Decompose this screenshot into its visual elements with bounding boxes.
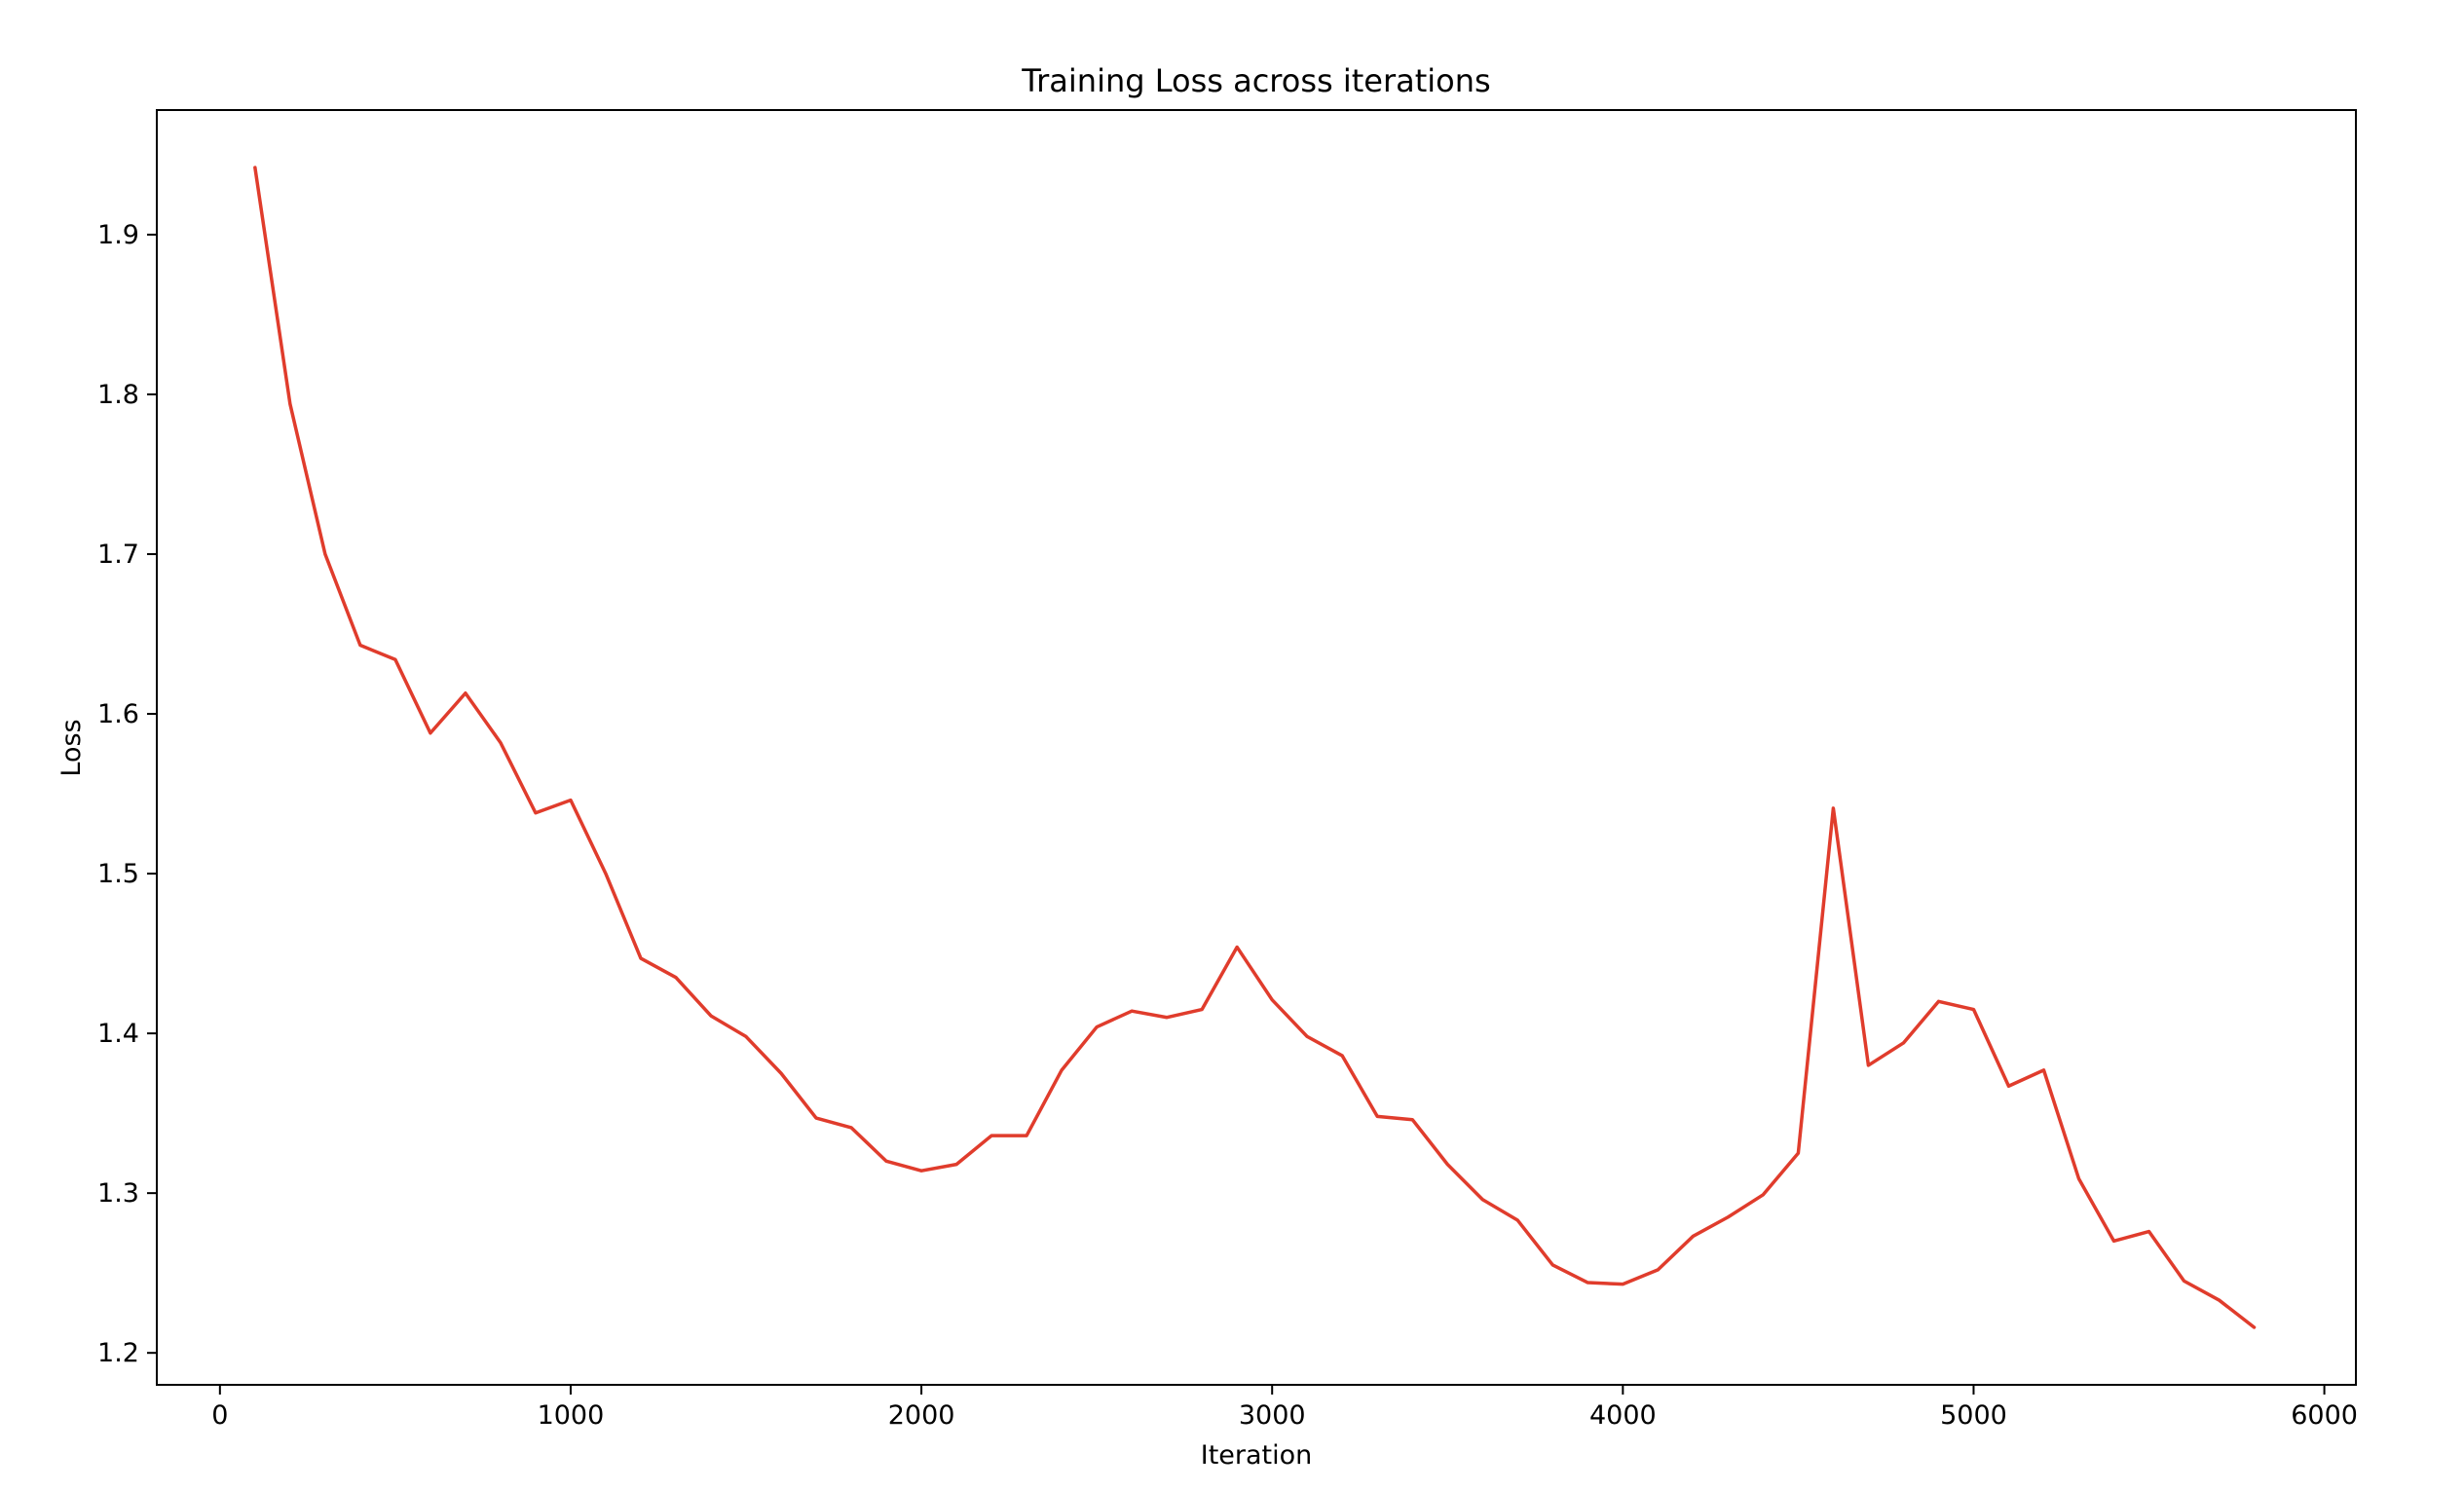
x-tick-label: 2000 — [888, 1400, 955, 1431]
data-point — [604, 872, 608, 875]
data-point — [744, 1034, 748, 1038]
data-point — [1130, 1009, 1134, 1013]
data-point — [1761, 1193, 1765, 1197]
plot-area-frame — [156, 109, 2357, 1386]
x-tick-label: 0 — [211, 1400, 228, 1431]
data-point — [393, 657, 397, 661]
y-tick-label: 1.4 — [97, 1019, 139, 1049]
data-point — [534, 811, 538, 815]
chart-title: Training Loss across iterations — [1021, 62, 1490, 99]
y-tick-label: 1.7 — [97, 540, 139, 570]
data-point — [674, 976, 678, 980]
data-point — [814, 1116, 818, 1120]
data-point — [1550, 1263, 1554, 1267]
data-point — [2006, 1084, 2010, 1088]
data-point — [2077, 1176, 2081, 1180]
data-point — [989, 1134, 993, 1137]
data-point — [1060, 1068, 1064, 1072]
data-point — [779, 1071, 783, 1075]
data-point — [429, 731, 432, 735]
data-point — [2147, 1230, 2151, 1234]
data-point — [499, 741, 503, 745]
data-point — [2041, 1068, 2045, 1072]
data-point — [1410, 1118, 1414, 1122]
training-loss-line — [253, 166, 2257, 1329]
y-axis-label: Loss — [56, 719, 87, 776]
data-point — [358, 644, 362, 648]
data-point — [1656, 1268, 1660, 1272]
y-tick-label: 1.2 — [97, 1338, 139, 1368]
x-tick-label: 4000 — [1589, 1400, 1657, 1431]
x-tick-label: 5000 — [1940, 1400, 2007, 1431]
y-tick-label: 1.8 — [97, 380, 139, 410]
data-point — [709, 1014, 713, 1018]
data-point — [1375, 1114, 1379, 1118]
data-point — [1691, 1234, 1695, 1238]
data-point — [1726, 1215, 1730, 1219]
y-tick-label: 1.9 — [97, 220, 139, 250]
data-point — [464, 691, 467, 695]
y-axis: 1.2 1.3 1.4 1.5 1.6 1.7 1.8 1.9 — [97, 220, 157, 1368]
data-point — [884, 1159, 888, 1163]
x-axis-label: Iteration — [1201, 1440, 1313, 1471]
data-point — [1796, 1151, 1800, 1155]
data-point — [1200, 1008, 1204, 1012]
x-tick-label: 6000 — [2291, 1400, 2358, 1431]
data-point — [1305, 1034, 1309, 1038]
data-point — [2218, 1298, 2221, 1302]
data-point — [1340, 1054, 1344, 1058]
data-point — [919, 1169, 923, 1173]
data-point — [2112, 1239, 2116, 1243]
data-point — [253, 166, 257, 169]
data-point — [1480, 1198, 1484, 1202]
data-point — [954, 1163, 958, 1167]
data-point — [1586, 1281, 1589, 1285]
data-point — [323, 552, 327, 556]
data-point — [1025, 1134, 1028, 1137]
data-point — [288, 402, 292, 406]
data-point — [569, 799, 573, 802]
y-tick-label: 1.6 — [97, 699, 139, 729]
data-point — [1621, 1283, 1624, 1286]
x-tick-label: 1000 — [538, 1400, 605, 1431]
y-tick-label: 1.5 — [97, 859, 139, 889]
data-point — [1270, 998, 1274, 1002]
data-point — [1515, 1218, 1519, 1222]
x-tick-label: 3000 — [1239, 1400, 1306, 1431]
data-point — [2253, 1325, 2257, 1329]
data-point — [1445, 1163, 1449, 1167]
data-point — [1971, 1008, 1975, 1012]
data-point — [1095, 1025, 1099, 1029]
data-point — [1235, 946, 1239, 950]
data-point — [1936, 999, 1940, 1003]
data-point — [849, 1126, 853, 1130]
data-point — [639, 956, 643, 960]
x-axis: 0 1000 2000 3000 4000 5000 6000 — [211, 1385, 2358, 1431]
data-point — [2183, 1279, 2186, 1283]
data-point — [1901, 1041, 1905, 1045]
y-tick-label: 1.3 — [97, 1178, 139, 1209]
data-point — [1866, 1063, 1870, 1067]
data-point — [1165, 1016, 1169, 1020]
data-point — [1831, 806, 1835, 810]
